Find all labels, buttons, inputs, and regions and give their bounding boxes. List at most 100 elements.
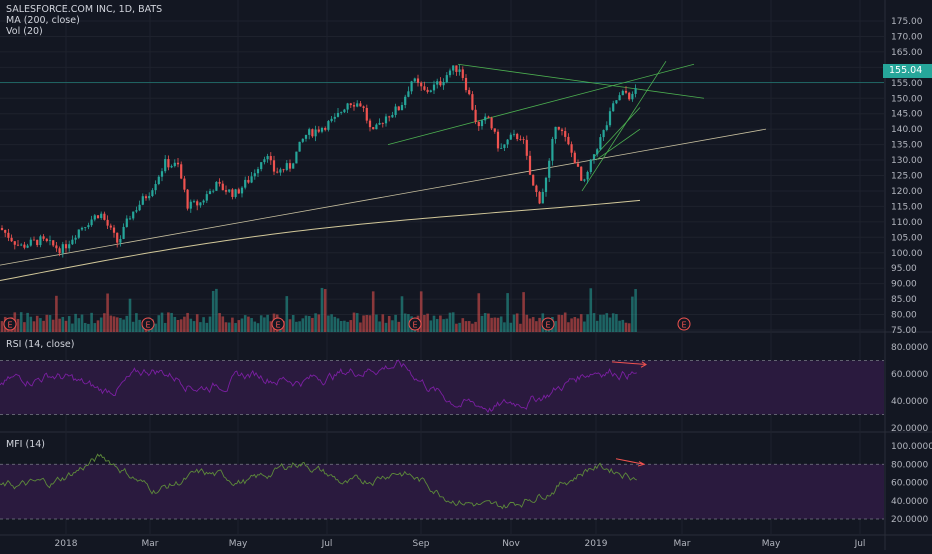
candle-body [592, 154, 596, 160]
volume-bar [112, 316, 116, 332]
volume-bar [186, 312, 189, 332]
volume-bar [579, 314, 583, 332]
candle-body [420, 82, 423, 87]
volume-bar [474, 321, 477, 332]
candle-body [516, 133, 519, 140]
price-tick-label: 115.00 [891, 202, 923, 212]
volume-bar [522, 292, 525, 332]
earnings-marker[interactable]: E [3, 317, 17, 331]
candle-body [580, 166, 583, 181]
candle-body [493, 128, 496, 132]
candle-body [119, 238, 122, 243]
price-tick-label: 175.00 [891, 17, 923, 27]
earnings-marker-circle [677, 317, 691, 331]
volume-bar [128, 298, 132, 332]
candle-body [16, 244, 20, 246]
earnings-marker[interactable]: E [408, 317, 422, 331]
candle-body [132, 211, 135, 219]
volume-bar [458, 322, 461, 332]
candle-body [55, 245, 58, 249]
volume-bar [445, 318, 449, 332]
candle-body [84, 227, 87, 228]
volume-bar [35, 315, 39, 332]
volume-bar [135, 313, 138, 332]
candle-body [256, 169, 260, 174]
volume-bar [307, 316, 311, 332]
candle-body [519, 139, 522, 140]
volume-bar [586, 314, 589, 332]
candle-body [464, 77, 468, 91]
volume-bar [231, 317, 234, 332]
mfi-tick-label: 40.0000 [891, 497, 928, 507]
price-axis[interactable]: 75.00 80.00 85.00 90.00 95.00 100.00 105.00 110… [891, 17, 932, 525]
candle-body [279, 169, 282, 173]
volume-bar [439, 315, 442, 332]
earnings-marker[interactable]: E [541, 317, 555, 331]
price-tick-label: 170.00 [891, 32, 923, 42]
candle-body [557, 126, 560, 130]
volume-bar [125, 315, 129, 332]
candle-body [103, 213, 106, 220]
candle-body [116, 232, 119, 243]
volume-bar [397, 321, 401, 332]
volume-bar [176, 319, 180, 332]
volume-bar [496, 317, 500, 332]
candle-body [336, 112, 340, 117]
candle-body [496, 131, 500, 149]
mfi-divergence-arrow [615, 458, 645, 465]
candle-body [365, 107, 368, 121]
candle-body [320, 128, 324, 132]
candle-body [368, 120, 372, 128]
volume-bar [442, 319, 445, 332]
volume-bar [487, 313, 490, 332]
candle-body [52, 240, 55, 246]
time-axis[interactable]: 2018 Mar May Jul Sep Nov 2019 Mar May Jul [55, 539, 866, 549]
volume-bar [74, 313, 77, 332]
candle-body [343, 109, 346, 113]
volume-bar [64, 320, 68, 332]
volume-bar [515, 313, 519, 332]
candle-body [413, 78, 416, 82]
earnings-marker-label: E [145, 321, 150, 330]
candle-body [535, 185, 538, 193]
volume-bar [403, 313, 407, 332]
price-tick-label: 80.00 [891, 311, 917, 321]
candle-body [32, 239, 36, 241]
price-tick-label: 130.00 [891, 156, 923, 166]
mfi-band [0, 464, 884, 519]
candle-body [512, 133, 516, 135]
volume-bar [371, 291, 375, 332]
earnings-marker[interactable]: E [271, 317, 285, 331]
volume-bar [298, 321, 301, 332]
candle-body [560, 129, 564, 132]
volume-bar [375, 314, 378, 332]
candle-body [234, 189, 237, 197]
volume-bar [304, 315, 308, 332]
mfi-line [0, 453, 637, 510]
candle-body [221, 183, 224, 191]
resistance-trendline [457, 63, 705, 99]
price-tick-label: 165.00 [891, 48, 923, 58]
volume-bar [263, 317, 266, 332]
earnings-marker[interactable]: E [677, 317, 691, 331]
candle-body [29, 239, 32, 246]
candle-body [432, 84, 436, 91]
volume-bar [333, 316, 337, 332]
earnings-marker[interactable]: E [141, 317, 155, 331]
candlesticks[interactable] [0, 64, 637, 258]
earnings-marker-circle [408, 317, 422, 331]
mfi-tick-label: 100.0000 [891, 442, 932, 452]
candle-body [45, 238, 48, 242]
volume-bar [173, 316, 177, 332]
time-tick-label: 2018 [55, 539, 78, 549]
volume-bar [448, 312, 452, 332]
main-legend: SALESFORCE.COM INC, 1D, BATS MA (200, cl… [6, 4, 162, 37]
volume-bar [237, 320, 241, 332]
mfi-tick-label: 20.0000 [891, 515, 928, 525]
candle-body [250, 176, 253, 183]
volume-bar [122, 319, 125, 332]
candle-body [74, 237, 77, 240]
